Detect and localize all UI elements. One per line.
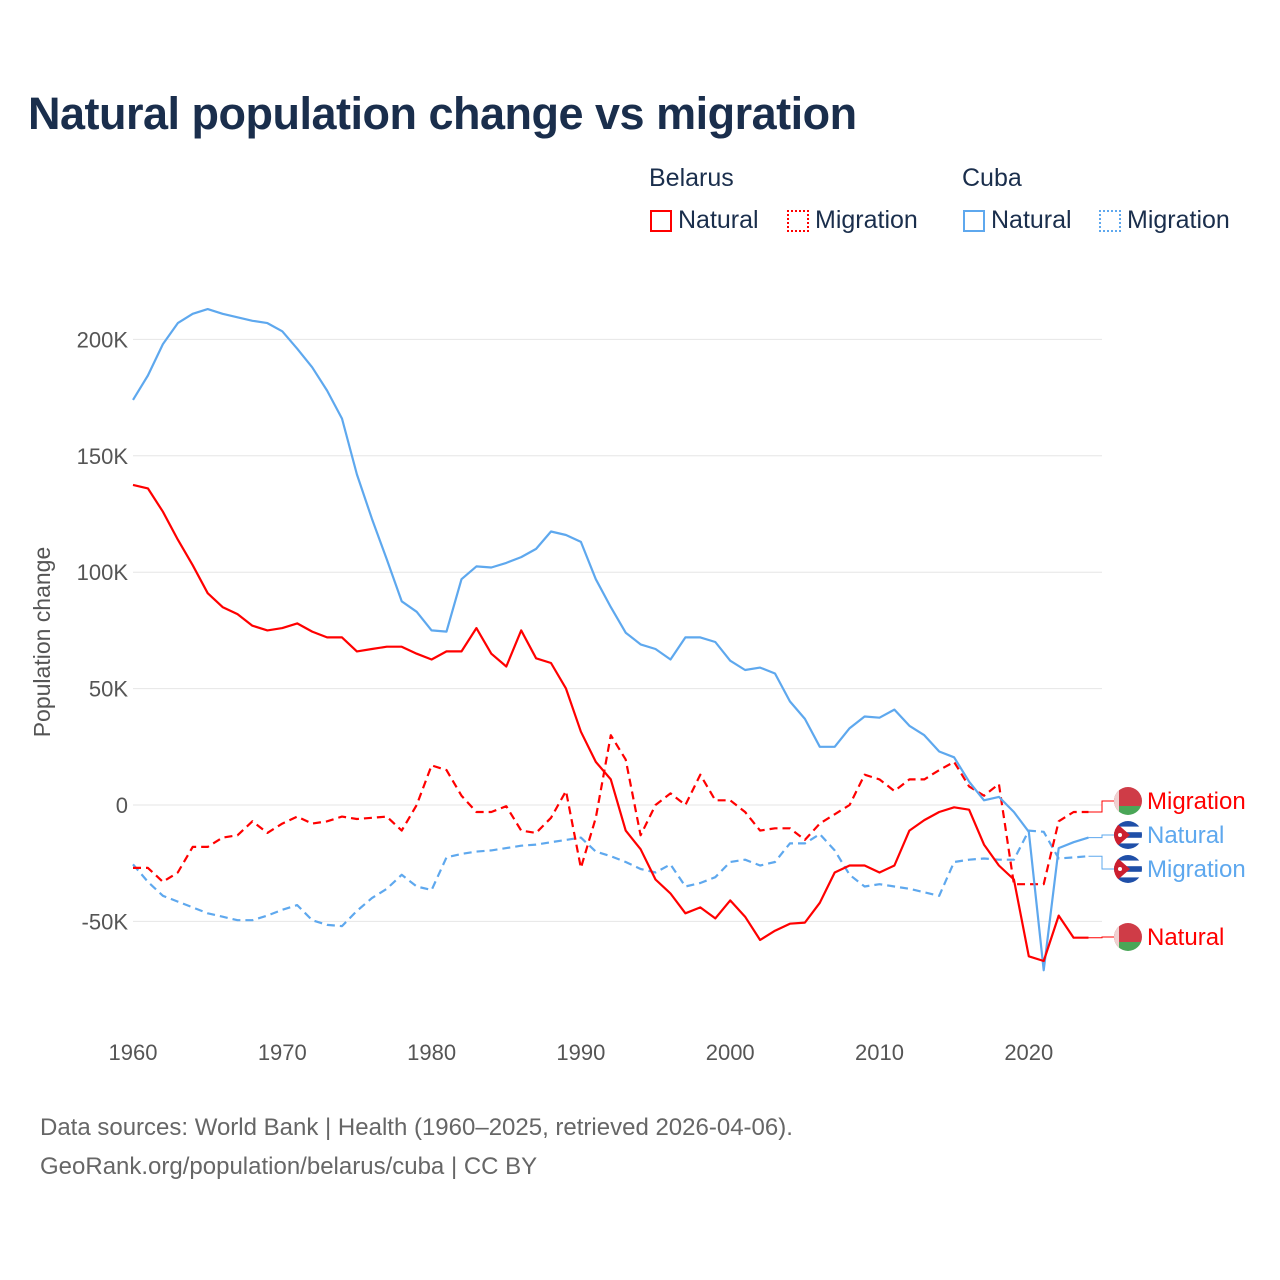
series-line-cuba-natural[interactable]: [132, 308, 1089, 972]
belarus-flag-icon: [1114, 787, 1142, 815]
y-tick-label: -50K: [82, 909, 129, 934]
end-label-cuba-migration: Migration: [1147, 856, 1246, 883]
cuba-flag-icon: [1114, 821, 1142, 849]
legend-label: Migration: [815, 206, 918, 234]
y-tick-label: 200K: [77, 327, 129, 352]
series-line-belarus-natural[interactable]: [132, 483, 1089, 963]
cuba-flag-icon: [1114, 855, 1142, 883]
footer: Data sources: World Bank | Health (1960–…: [40, 1108, 793, 1186]
y-tick-label: 150K: [77, 444, 129, 469]
end-label-belarus-natural: Natural: [1147, 924, 1224, 951]
attribution-text: GeoRank.org/population/belarus/cuba | CC…: [40, 1153, 538, 1180]
legend-cuba-natural[interactable]: Natural: [963, 206, 1072, 235]
legend-swatch-dotted-icon: [1099, 209, 1121, 232]
legend-cuba-migration[interactable]: Migration: [1099, 206, 1230, 235]
x-tick-label: 2010: [855, 1040, 904, 1065]
legend-label: Migration: [1127, 206, 1230, 234]
x-tick-label: 1990: [556, 1040, 605, 1065]
belarus-flag-icon: [1114, 923, 1142, 951]
data-source-text: Data sources: World Bank | Health (1960–…: [40, 1114, 793, 1141]
legend-swatch-solid-icon: [650, 209, 672, 232]
legend-group-belarus: Belarus: [649, 164, 734, 192]
legend-swatch-dotted-icon: [787, 209, 809, 232]
leader-line: [1088, 855, 1114, 870]
series-line-belarus-migration[interactable]: [133, 734, 1089, 886]
chart-title: Natural population change vs migration: [28, 88, 857, 139]
end-label-belarus-migration: Migration: [1147, 788, 1246, 815]
leader-line: [1088, 800, 1114, 813]
leader-line: [1088, 834, 1114, 839]
legend-label: Natural: [991, 206, 1072, 234]
y-tick-label: 100K: [77, 560, 129, 585]
legend-belarus-migration[interactable]: Migration: [787, 206, 918, 235]
legend-label: Natural: [678, 206, 759, 234]
series-line-cuba-migration[interactable]: [132, 829, 1089, 928]
legend-belarus-natural[interactable]: Natural: [650, 206, 759, 235]
legend-swatch-solid-icon: [963, 209, 985, 232]
y-tick-label: 50K: [89, 677, 128, 702]
x-tick-label: 2020: [1004, 1040, 1053, 1065]
end-label-cuba-natural: Natural: [1147, 822, 1224, 849]
x-tick-label: 1980: [407, 1040, 456, 1065]
legend-group-cuba: Cuba: [962, 164, 1022, 192]
leader-line: [1088, 936, 1114, 939]
y-axis-label: Population change: [29, 547, 55, 738]
x-tick-label: 2000: [706, 1040, 755, 1065]
y-tick-label: 0: [116, 793, 128, 818]
x-tick-label: 1970: [258, 1040, 307, 1065]
x-tick-label: 1960: [109, 1040, 158, 1065]
